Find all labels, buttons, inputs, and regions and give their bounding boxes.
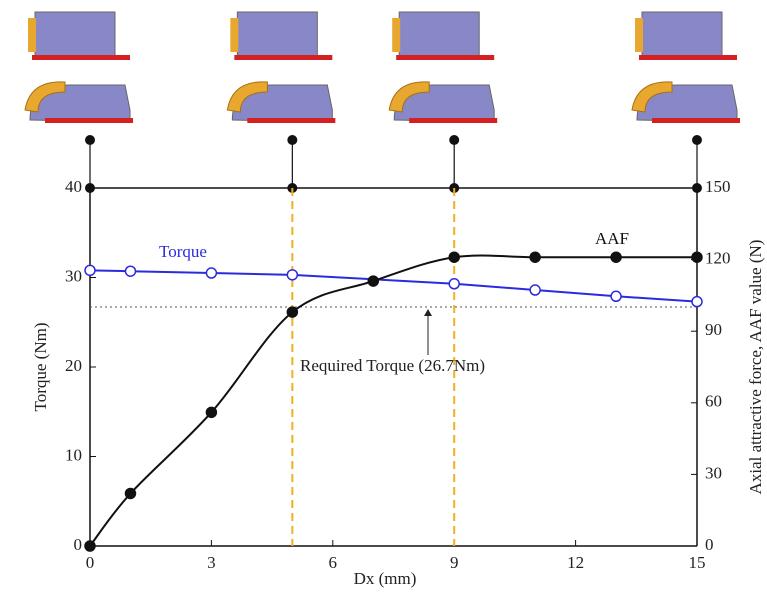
x-tick-label: 12 <box>567 553 584 572</box>
y-tick-label: 30 <box>65 266 82 285</box>
stage-dot <box>449 135 459 145</box>
series-label: AAF <box>595 229 629 248</box>
data-point <box>125 266 135 276</box>
y2-tick-label: 30 <box>705 463 722 482</box>
x-tick-label: 3 <box>207 553 216 572</box>
rotor-plate <box>409 118 497 123</box>
y-axis-label: Torque (Nm) <box>31 323 50 412</box>
motor-illustration <box>632 12 740 123</box>
data-point <box>206 407 216 417</box>
stage-dot <box>85 135 95 145</box>
motor-illustration <box>389 12 497 123</box>
data-point <box>206 268 216 278</box>
data-point <box>530 252 540 262</box>
stage-dot <box>692 183 702 193</box>
series-line <box>90 255 697 546</box>
y2-tick-label: 90 <box>705 320 722 339</box>
magnet <box>635 18 643 52</box>
data-point <box>85 265 95 275</box>
y-tick-label: 10 <box>65 445 82 464</box>
y2-tick-label: 120 <box>705 249 731 268</box>
y2-axis-label: Axial attractive force, AAF value (N) <box>746 240 765 495</box>
x-axis-label: Dx (mm) <box>354 569 417 588</box>
stator-block <box>399 12 479 57</box>
data-point <box>692 252 702 262</box>
reference-label: Required Torque (26.7Nm) <box>300 356 485 375</box>
y-tick-label: 0 <box>74 535 83 554</box>
stage-dot <box>85 183 95 193</box>
rotor-plate <box>652 118 740 123</box>
data-point <box>85 541 95 551</box>
data-point <box>449 252 459 262</box>
x-tick-label: 15 <box>689 553 706 572</box>
x-tick-label: 0 <box>86 553 95 572</box>
magnet <box>28 18 36 52</box>
rotor-plate <box>639 55 737 60</box>
rotor-plate <box>45 118 133 123</box>
motor-illustration <box>25 12 133 123</box>
data-point <box>530 285 540 295</box>
stator-block <box>237 12 317 57</box>
stage-dot <box>287 135 297 145</box>
rotor-plate <box>32 55 130 60</box>
stator-block <box>642 12 722 57</box>
x-tick-label: 9 <box>450 553 459 572</box>
y2-tick-label: 150 <box>705 177 731 196</box>
y2-tick-label: 60 <box>705 392 722 411</box>
chart: Dx (mm) Torque (Nm) Axial attractive for… <box>0 0 767 599</box>
y-tick-label: 20 <box>65 356 82 375</box>
data-point <box>611 252 621 262</box>
stator-block <box>35 12 115 57</box>
magnet <box>392 18 400 52</box>
x-tick-label: 6 <box>329 553 338 572</box>
data-point <box>449 279 459 289</box>
magnet <box>230 18 238 52</box>
data-point <box>611 291 621 301</box>
motor-illustration <box>227 12 335 123</box>
data-point <box>287 307 297 317</box>
series-label: Torque <box>159 242 207 261</box>
rotor-plate <box>396 55 494 60</box>
y-tick-label: 40 <box>65 177 82 196</box>
data-point <box>368 276 378 286</box>
data-point <box>692 297 702 307</box>
rotor-plate <box>234 55 332 60</box>
data-point <box>125 488 135 498</box>
rotor-plate <box>247 118 335 123</box>
stage-dot <box>692 135 702 145</box>
annotation-arrowhead <box>424 309 432 316</box>
y2-tick-label: 0 <box>705 535 714 554</box>
data-point <box>287 270 297 280</box>
